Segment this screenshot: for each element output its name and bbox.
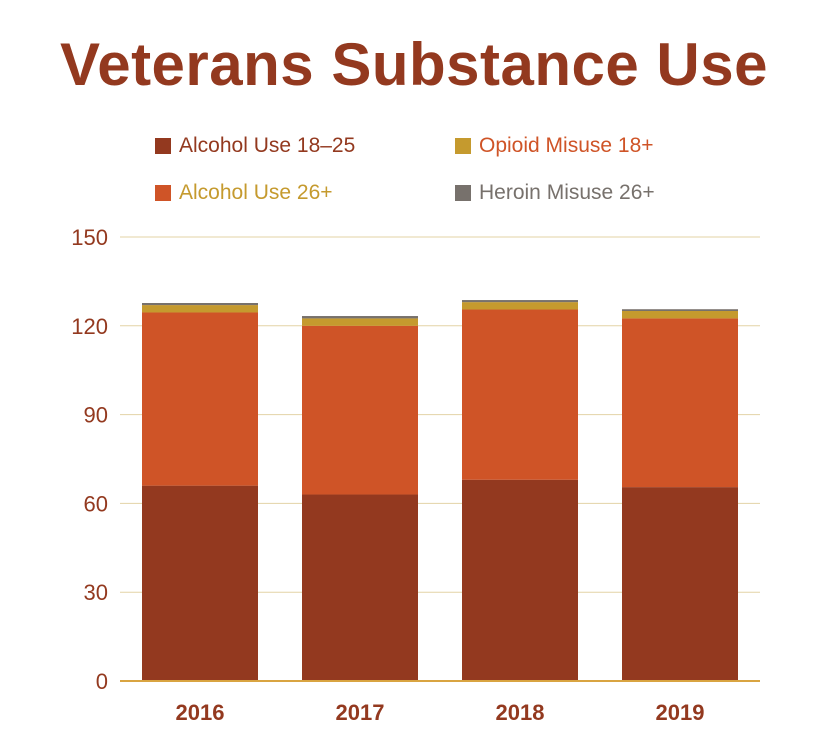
bar-segment [302,494,418,681]
bar-segment [462,302,578,310]
y-tick-label: 0 [96,669,108,694]
legend-label: Opioid Misuse 18+ [479,134,654,157]
legend-item: Opioid Misuse 18+ [455,134,654,158]
y-tick-label: 60 [84,491,108,516]
x-category-label: 2017 [336,700,385,725]
legend-label: Heroin Misuse 26+ [479,181,655,204]
bar-segment [142,485,258,681]
y-tick-label: 120 [71,314,108,339]
bar-segment [462,479,578,681]
bar-segment [142,303,258,306]
legend-swatch [455,138,471,154]
bar-segment [622,318,738,488]
y-tick-label: 30 [84,580,108,605]
x-category-label: 2018 [496,700,545,725]
bar-segment [622,309,738,311]
y-tick-label: 150 [71,225,108,250]
chart-title: Veterans Substance Use [59,31,768,98]
x-axis-categories: 2016 2017 2018 2019 [176,700,705,725]
bar-segment [622,311,738,319]
bar-segment [462,300,578,303]
bar-segment [302,318,418,326]
legend-label: Alcohol Use 26+ [179,181,333,204]
x-category-label: 2019 [656,700,705,725]
y-axis-ticks: 0 30 60 90 120 150 [71,225,108,694]
legend-swatch [455,185,471,201]
bar-segment [142,305,258,313]
bar-segment [462,309,578,480]
legend-item: Heroin Misuse 26+ [455,181,655,205]
legend-label: Alcohol Use 18–25 [179,134,356,157]
legend-item: Alcohol Use 26+ [155,181,333,205]
bar-segment [622,487,738,681]
bar-segment [302,325,418,495]
bar-segment [302,316,418,319]
bars [142,300,738,681]
legend-item: Alcohol Use 18–25 [155,134,355,158]
legend-swatch [155,185,171,201]
bar-segment [142,312,258,486]
x-category-label: 2016 [176,700,225,725]
y-tick-label: 90 [84,403,108,428]
legend-swatch [155,138,171,154]
